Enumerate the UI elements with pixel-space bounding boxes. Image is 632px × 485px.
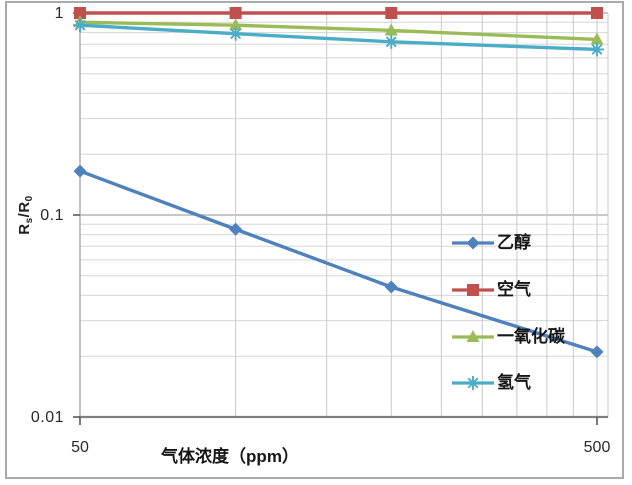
x-tick-label-500: 500 (583, 439, 611, 456)
y-axis-title-base2: R (16, 201, 33, 213)
square-marker (591, 7, 603, 19)
diamond-marker (590, 345, 604, 359)
asterisk-marker (467, 377, 479, 389)
series-line-1 (78, 169, 599, 354)
legend-label: 乙醇 (497, 233, 531, 252)
y-tick-label-1: 1 (54, 5, 64, 22)
y-axis-title-sub1: s (24, 217, 35, 224)
triangle-marker (229, 18, 243, 31)
legend-label: 空气 (497, 280, 531, 299)
y-axis-title-divider: / (16, 212, 33, 218)
diamond-marker (384, 280, 398, 294)
diamond-marker (229, 222, 243, 236)
legend-label: 一氧化碳 (497, 327, 565, 346)
x-tick-label-50: 50 (71, 439, 89, 456)
square-marker (385, 7, 398, 19)
triangle-marker (384, 23, 398, 36)
legend-label: 氢气 (497, 373, 531, 392)
series-line-4 (78, 23, 599, 52)
square-marker (74, 7, 86, 19)
legend-item-series-1: 乙醇 (497, 232, 531, 254)
legend-item-series-3: 一氧化碳 (497, 326, 565, 348)
series-line-3 (78, 20, 599, 42)
legend-item-series-2: 空气 (497, 279, 531, 301)
y-axis-title-base1: R (16, 223, 33, 235)
asterisk-marker (74, 19, 86, 31)
square-marker (229, 7, 242, 19)
y-tick-label-0.1: 0.1 (40, 207, 64, 224)
legend-item-series-4: 氢气 (497, 372, 531, 394)
triangle-marker (466, 330, 480, 343)
diamond-marker (73, 164, 87, 178)
diamond-marker (466, 236, 480, 250)
asterisk-marker (591, 44, 603, 55)
asterisk-marker (230, 28, 242, 40)
triangle-marker (590, 32, 604, 45)
asterisk-marker (385, 36, 397, 48)
y-axis-title-sub2: 0 (24, 195, 35, 202)
y-tick-label-0.01: 0.01 (30, 409, 64, 426)
y-axis-title: Rs/R0 (16, 145, 36, 285)
square-marker (467, 284, 479, 296)
x-axis-title: 气体浓度（ppm） (161, 447, 299, 466)
